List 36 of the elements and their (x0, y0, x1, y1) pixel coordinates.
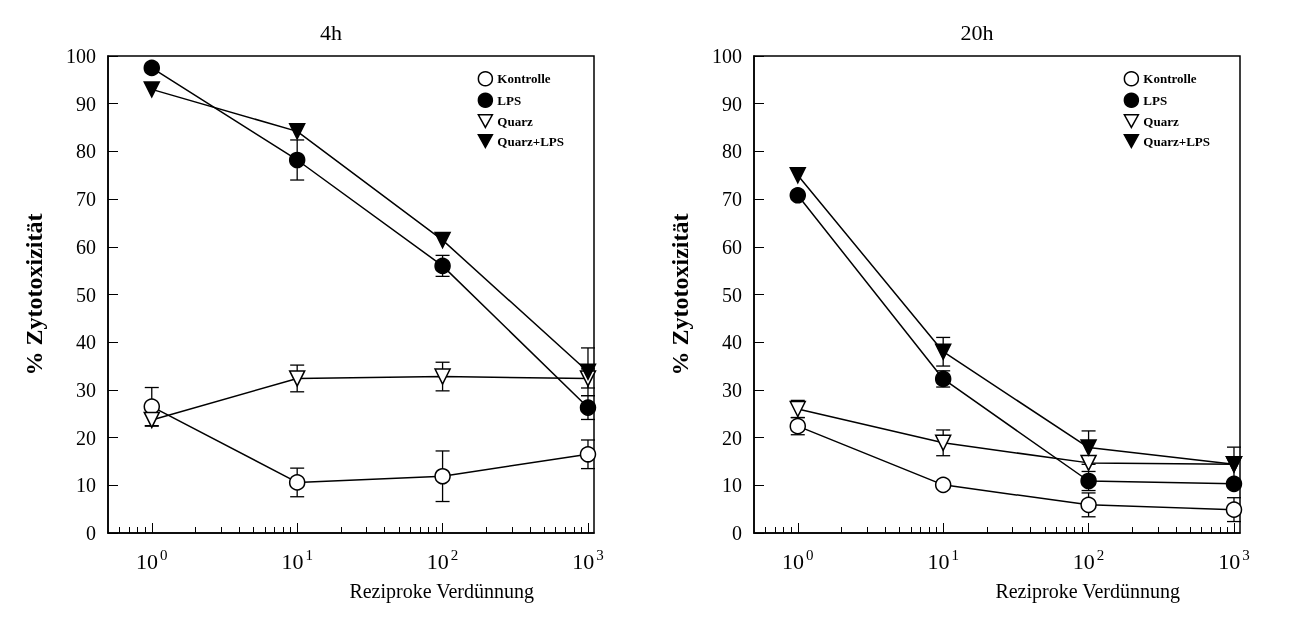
legend-label: Quarz (497, 113, 533, 129)
y-tick-label: 20 (76, 426, 96, 449)
legend-label: Quarz (1143, 113, 1179, 129)
y-tick-label: 50 (722, 283, 742, 306)
legend-label: Quarz+LPS (497, 133, 565, 149)
x-axis-title: Reziproke Verdünnung (349, 580, 534, 603)
y-tick-label: 10 (722, 474, 742, 497)
chart-title: 4h (320, 19, 342, 45)
y-tick-label: 40 (76, 331, 96, 354)
x-axis-title: Reziproke Verdünnung (995, 580, 1180, 603)
legend-label: Kontrolle (497, 71, 551, 87)
y-tick-label: 30 (722, 378, 742, 401)
legend-label: LPS (1143, 92, 1168, 108)
y-tick-label: 100 (712, 45, 742, 67)
y-tick-label: 90 (722, 92, 742, 115)
y-tick-label: 80 (722, 140, 742, 163)
y-tick-label: 20 (722, 426, 742, 449)
y-tick-label: 40 (722, 331, 742, 354)
legend-label: LPS (497, 92, 522, 108)
y-axis-title: % Zytotoxizität (21, 213, 47, 376)
y-tick-label: 70 (722, 188, 742, 211)
y-axis-title: % Zytotoxizität (667, 213, 693, 376)
y-tick-label: 90 (76, 92, 96, 115)
y-tick-label: 80 (76, 140, 96, 163)
y-tick-label: 60 (76, 235, 96, 258)
y-tick-label: 0 (732, 522, 742, 544)
chart-title: 20h (960, 19, 994, 45)
y-tick-label: 100 (66, 45, 96, 67)
y-tick-label: 50 (76, 283, 96, 306)
y-tick-label: 0 (86, 522, 96, 544)
y-tick-label: 30 (76, 378, 96, 401)
legend-label: Quarz+LPS (1143, 133, 1211, 149)
y-tick-label: 70 (76, 188, 96, 211)
legend-label: Kontrolle (1143, 71, 1197, 87)
y-tick-label: 60 (722, 235, 742, 258)
y-tick-label: 10 (76, 474, 96, 497)
